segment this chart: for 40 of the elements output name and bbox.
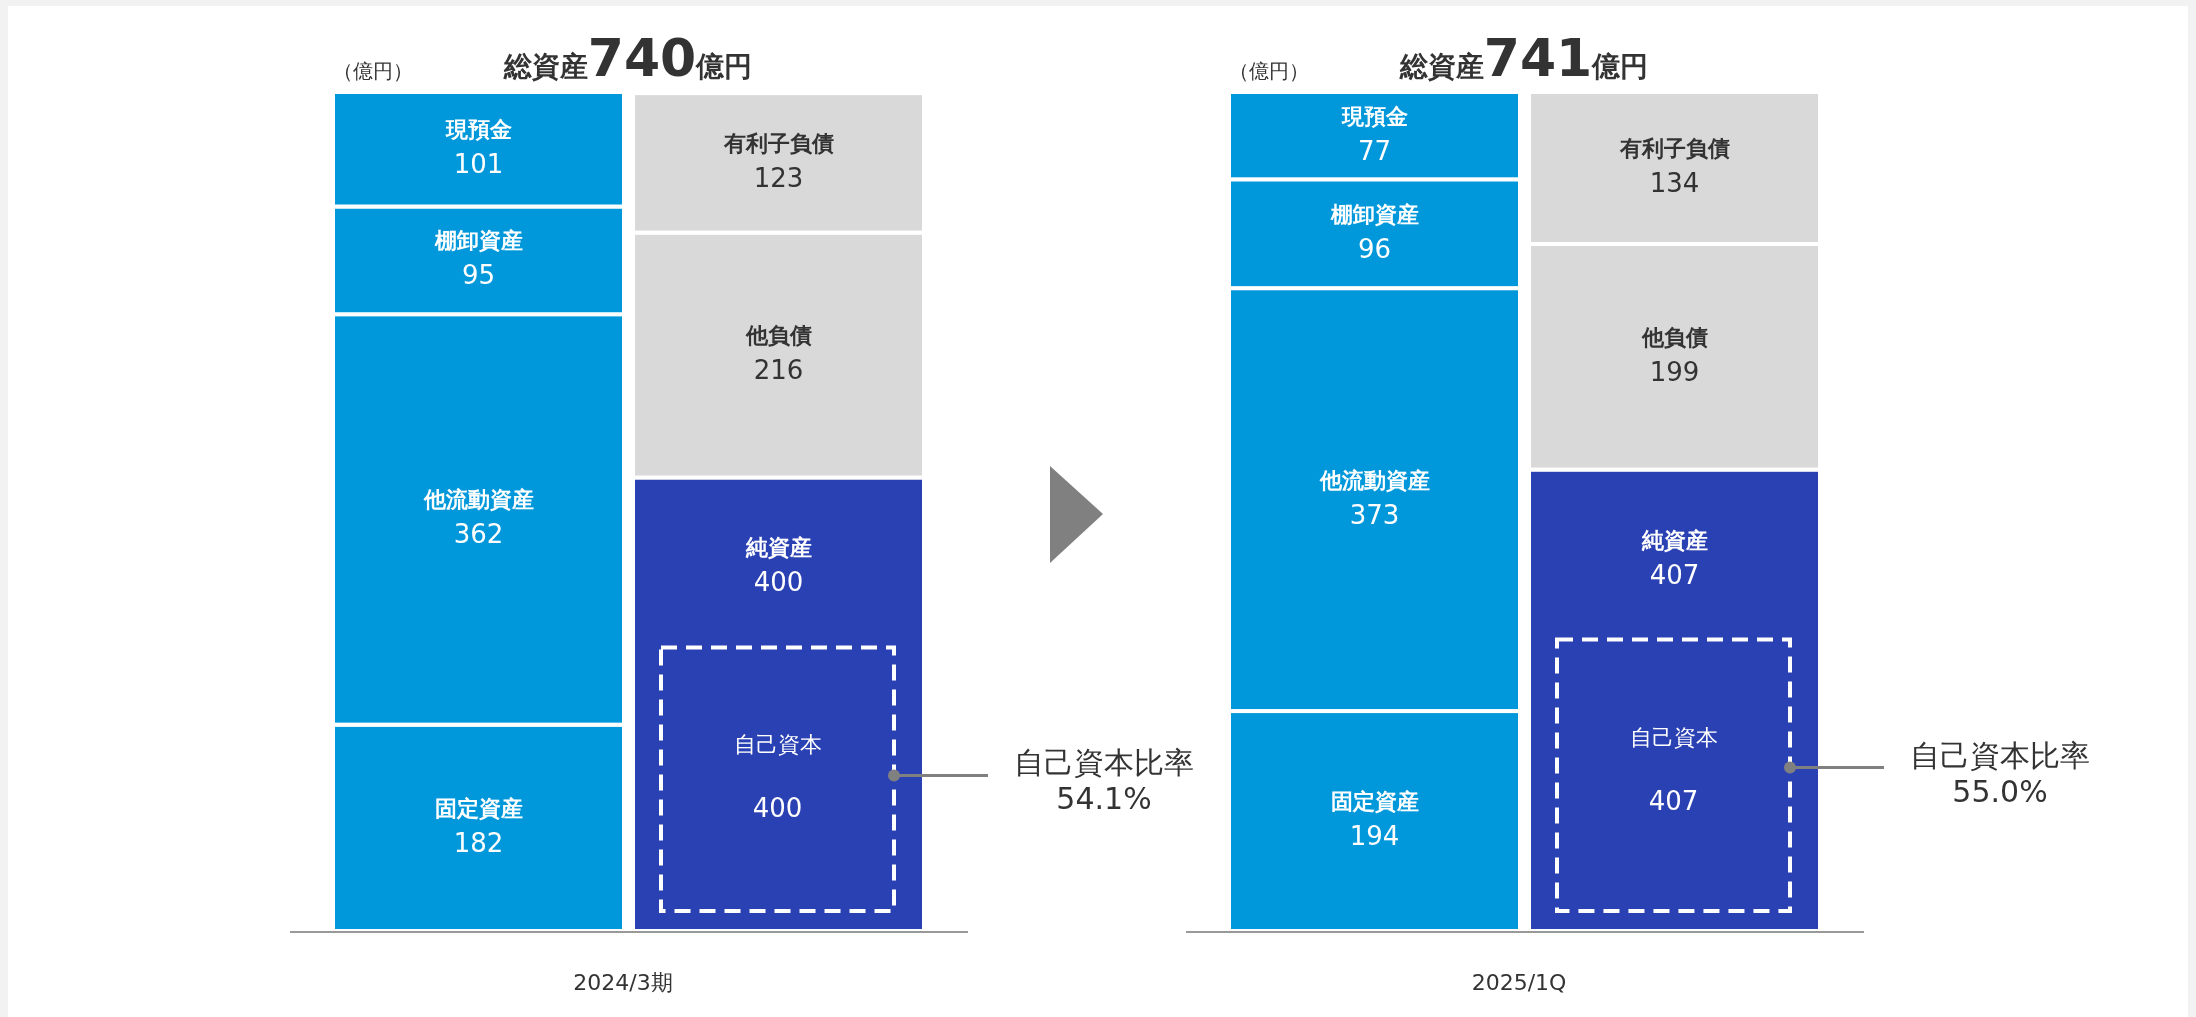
y-axis-title: （億円） — [1229, 59, 1309, 83]
annotation: 400 — [752, 793, 803, 824]
series-label: 固定資産 — [1330, 789, 1419, 815]
data-label: 95 — [461, 260, 496, 291]
series-label: 純資産 — [744, 535, 812, 561]
series-label: 有利子負債 — [1618, 135, 1730, 161]
data-label: 194 — [1349, 821, 1400, 852]
series-label: 他負債 — [1640, 324, 1708, 350]
series-label: 有利子負債 — [722, 130, 834, 156]
data-label: 216 — [753, 355, 804, 386]
data-label: 400 — [753, 567, 804, 598]
series-label: 現預金 — [1340, 103, 1408, 129]
chart-title: 総資産741億円 — [1398, 28, 1649, 88]
annotation: 自己資本比率 54.1% — [1014, 745, 1194, 817]
data-label: 123 — [753, 162, 804, 193]
series-label: 固定資産 — [434, 795, 523, 821]
series-label: 他流動資産 — [422, 487, 534, 513]
annotation: 407 — [1648, 785, 1699, 816]
series-label: 他流動資産 — [1318, 467, 1430, 493]
data-label: 96 — [1357, 233, 1392, 264]
data-label: 199 — [1649, 356, 1700, 387]
data-label: 182 — [453, 827, 504, 858]
annotation: 自己資本 — [1629, 724, 1718, 750]
data-label: 362 — [453, 519, 504, 550]
text: 自己資本比率 55.0% — [1910, 737, 2090, 809]
series-label: 他負債 — [744, 323, 812, 349]
chart-title: 総資産740億円 — [502, 28, 753, 88]
data-label: 101 — [453, 149, 504, 180]
series-label: 棚卸資産 — [433, 228, 523, 254]
data-label: 407 — [1649, 559, 1700, 590]
x-axis-title: 2024/3期 — [573, 970, 673, 995]
annotation: 自己資本 — [733, 732, 822, 758]
data-label: 77 — [1357, 135, 1392, 166]
y-axis-title: （億円） — [333, 59, 413, 83]
data-label: 373 — [1349, 499, 1400, 530]
series-label: 現預金 — [444, 117, 512, 143]
series-label: 純資産 — [1640, 527, 1708, 553]
x-axis-title: 2025/1Q — [1471, 970, 1567, 995]
data-label: 134 — [1649, 167, 1700, 198]
series-label: 棚卸資産 — [1329, 201, 1419, 227]
